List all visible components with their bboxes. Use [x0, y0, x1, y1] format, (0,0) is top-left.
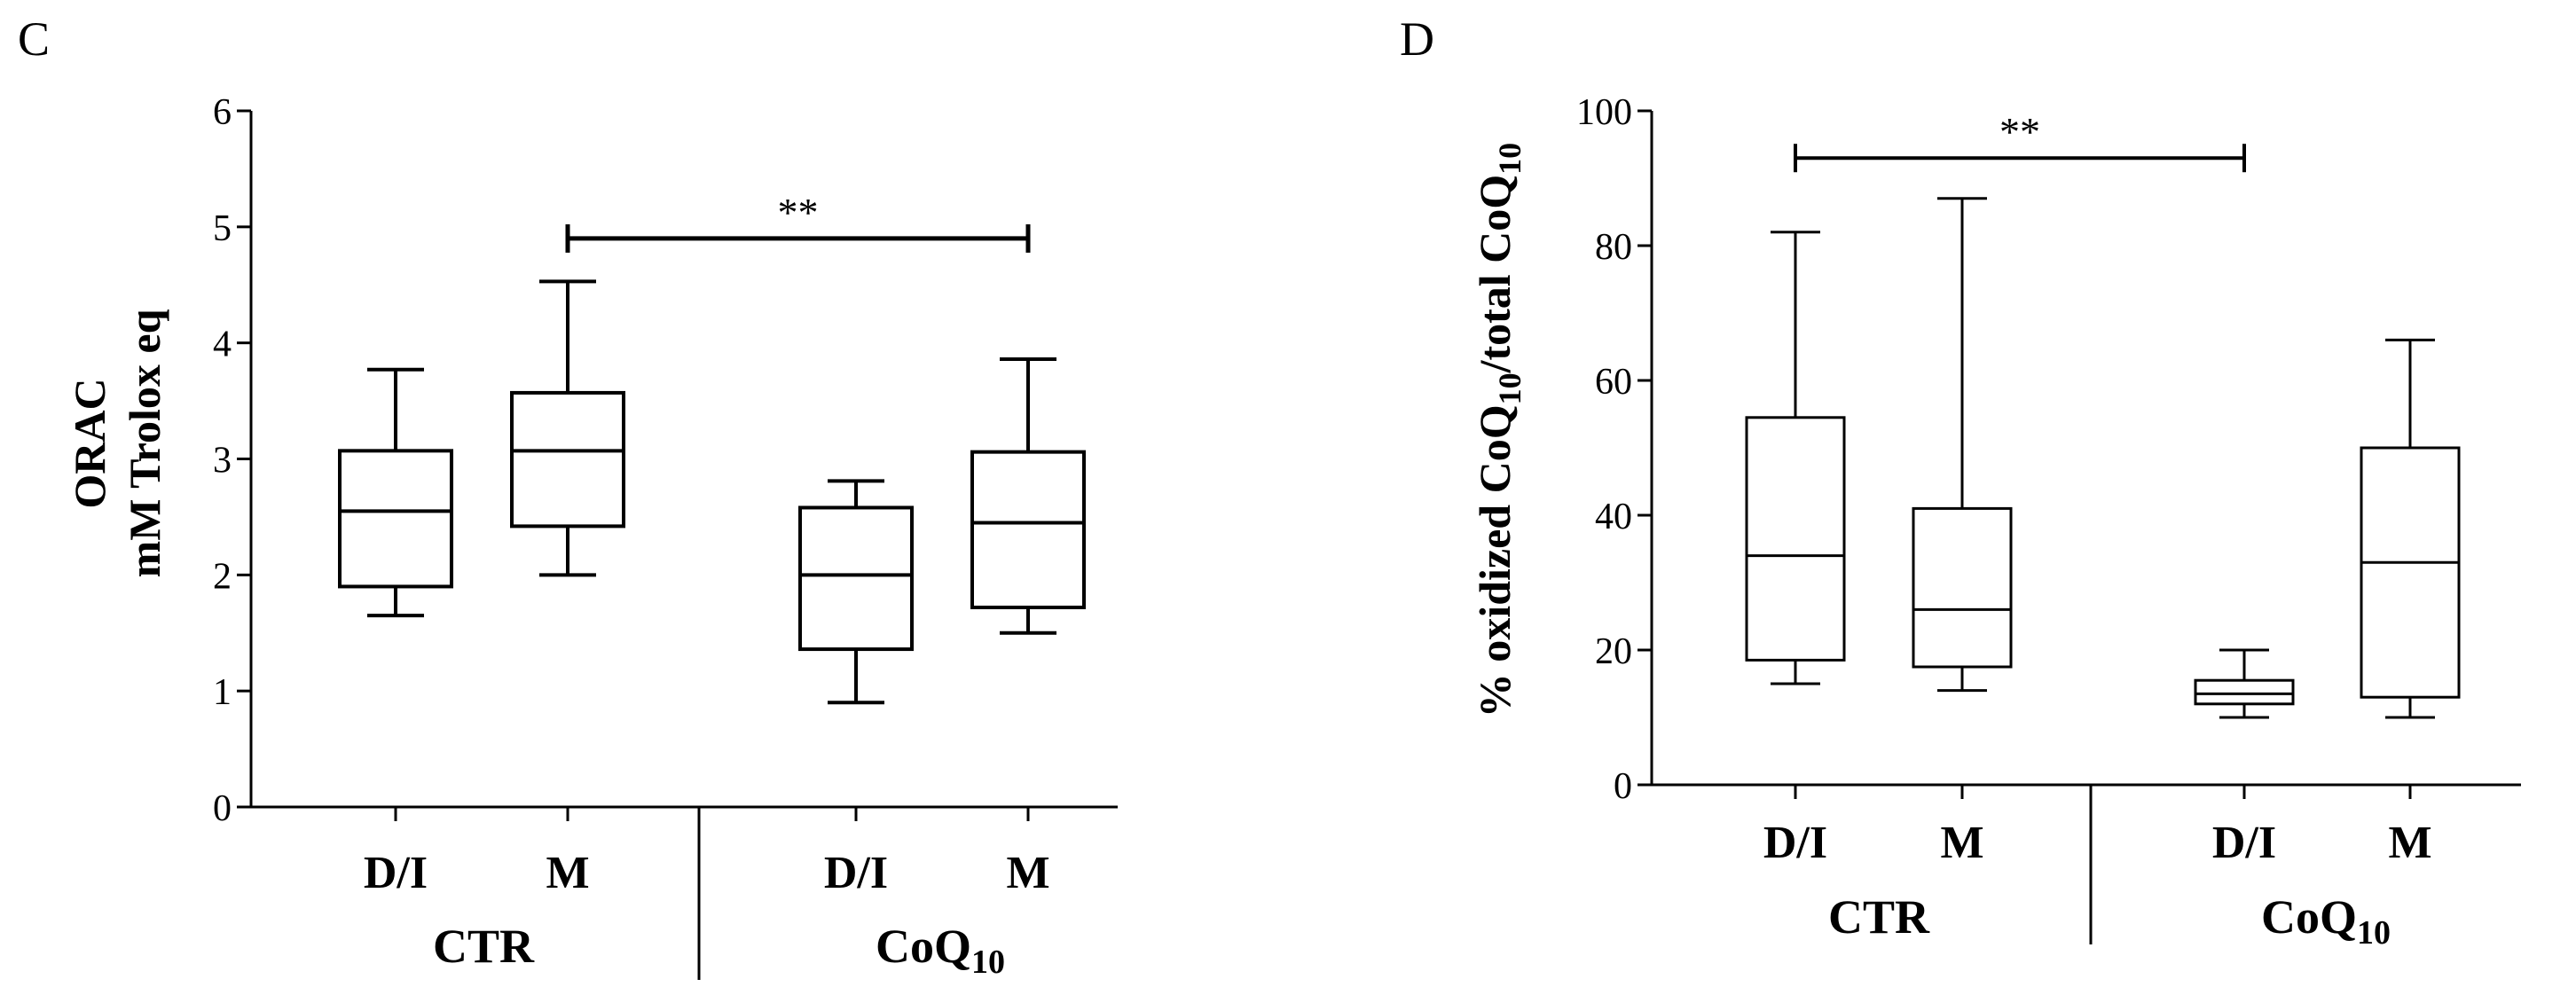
y-tick-label: 3	[213, 441, 232, 482]
box-plot	[970, 356, 1086, 635]
box-plot	[1912, 197, 2013, 693]
box-plot	[1745, 231, 1846, 685]
panel-d-xtick-label: M	[1940, 818, 1983, 868]
panel-d-ylabel: % oxidized CoQ10/total CoQ10	[1470, 143, 1528, 717]
panel-c-xtick-label: D/I	[824, 848, 888, 898]
box-iqr	[970, 450, 1086, 609]
panel-c: C ORAC mM Trolox eq 0 1 2 3 4 5 6 ** D/I M D/I…	[18, 12, 1118, 981]
y-tick-label: 2	[213, 556, 232, 597]
y-tick-label: 60	[1595, 362, 1632, 403]
y-tick-label: 20	[1595, 631, 1632, 672]
panel-d-ylabel-text: % oxidized CoQ10/total CoQ10	[1470, 143, 1528, 717]
panel-c-xtick-label: M	[546, 848, 589, 898]
panel-c-boxes	[338, 279, 1086, 705]
box-iqr	[798, 505, 914, 652]
panel-d-x-axis	[1652, 783, 2521, 799]
panel-d-ylabel-sub: 10	[1492, 143, 1528, 175]
panel-d-ylabel-part: % oxidized CoQ	[1470, 404, 1520, 717]
panel-d-xtick-label: M	[2388, 818, 2431, 868]
panel-c-group-label: CoQ10	[876, 920, 1005, 981]
box-iqr	[2194, 678, 2295, 706]
panel-c-ylabel-line1: ORAC	[65, 378, 114, 508]
y-tick-label: 40	[1595, 497, 1632, 537]
panel-c-x-axis	[251, 805, 1118, 821]
significance-label: **	[778, 190, 819, 235]
box-plot	[510, 279, 625, 577]
panel-d-group-label: CTR	[1828, 890, 1930, 944]
panel-c-ylabel: ORAC mM Trolox eq	[65, 309, 169, 577]
y-tick-label: 5	[213, 208, 232, 249]
panel-c-group-label: CTR	[433, 920, 535, 973]
panel-c-group-label-sub: 10	[971, 944, 1005, 981]
significance-label: **	[1999, 109, 2040, 154]
y-tick-label: 0	[1614, 766, 1632, 807]
panel-c-group-label-main: CoQ	[876, 920, 971, 973]
panel-c-y-axis: 0 1 2 3 4 5 6	[213, 92, 253, 829]
panel-d-group-label-main: CoQ	[2261, 890, 2357, 944]
y-tick-label: 4	[213, 325, 232, 365]
panel-d-ylabel-part: /total CoQ	[1470, 175, 1520, 374]
box-iqr	[1912, 506, 2013, 669]
y-tick-label: 0	[213, 788, 232, 829]
panel-d-xtick-label: D/I	[1763, 818, 1827, 868]
box-iqr	[338, 449, 453, 589]
box-plot	[798, 479, 914, 705]
panel-d-group-label-sub: 10	[2357, 914, 2391, 952]
panel-c-label: C	[18, 12, 50, 66]
panel-d-group-label: CoQ10	[2261, 890, 2391, 952]
panel-d-y-axis: 0 20 40 60 80 100	[1576, 92, 1653, 807]
box-plot	[338, 367, 453, 618]
panel-d-label: D	[1400, 12, 1434, 66]
box-iqr	[2360, 446, 2461, 699]
y-tick-label: 6	[213, 92, 232, 133]
y-tick-label: 80	[1595, 227, 1632, 268]
box-iqr	[510, 390, 625, 529]
panel-d-ylabel-sub: 10	[1492, 372, 1528, 404]
panel-d: D % oxidized CoQ10/total CoQ10 020406080…	[1400, 12, 2521, 952]
y-tick-label: 100	[1576, 92, 1632, 133]
box-iqr	[1745, 416, 1846, 662]
panel-c-xtick-label: D/I	[364, 848, 428, 898]
panel-c-ylabel-line2: mM Trolox eq	[120, 309, 169, 577]
box-plot	[2360, 338, 2461, 719]
panel-d-significance: **	[1794, 109, 2246, 173]
panel-c-significance: **	[565, 190, 1031, 253]
box-plot	[2194, 648, 2295, 719]
panel-c-xtick-label: M	[1006, 848, 1049, 898]
y-tick-label: 1	[213, 672, 232, 713]
panel-d-boxes	[1745, 197, 2461, 719]
panel-d-xtick-label: D/I	[2212, 818, 2276, 868]
